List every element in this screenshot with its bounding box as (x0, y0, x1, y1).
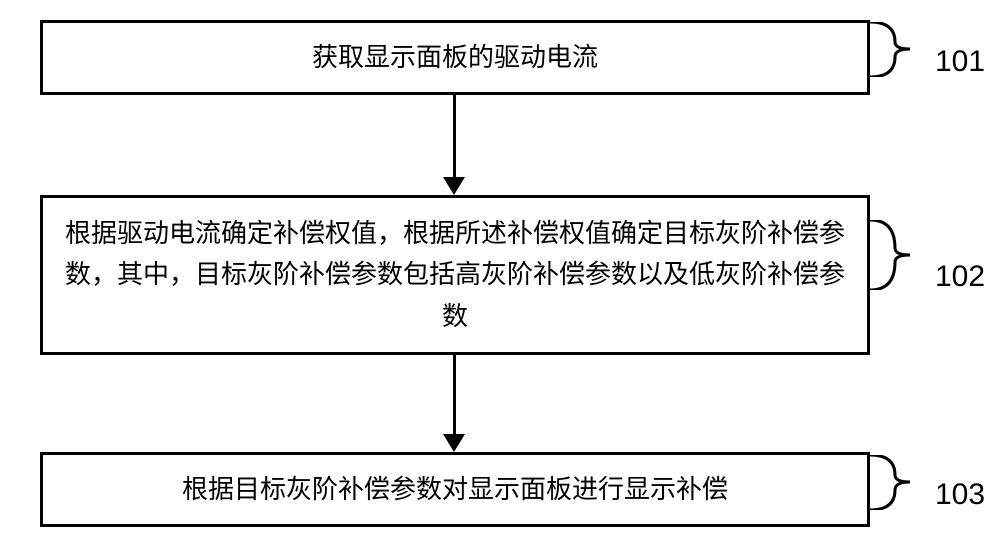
flow-label-2: 102 (935, 260, 985, 294)
flow-node-2-text: 根据驱动电流确定补偿权值，根据所述补偿权值确定目标灰阶补偿参数，其中，目标灰阶补… (63, 213, 847, 338)
arrow-1-head (443, 177, 465, 195)
bracket-1 (870, 22, 930, 77)
flow-node-3: 根据目标灰阶补偿参数对显示面板进行显示补偿 (40, 452, 870, 527)
flow-label-1: 101 (935, 45, 985, 79)
bracket-2 (870, 220, 930, 290)
arrow-2-line (453, 355, 456, 434)
arrow-1-line (453, 95, 456, 177)
flow-node-1: 获取显示面板的驱动电流 (40, 20, 870, 95)
flowchart-container: 获取显示面板的驱动电流 101 根据驱动电流确定补偿权值，根据所述补偿权值确定目… (0, 0, 1000, 543)
bracket-3 (870, 455, 930, 510)
flow-node-2: 根据驱动电流确定补偿权值，根据所述补偿权值确定目标灰阶补偿参数，其中，目标灰阶补… (40, 195, 870, 355)
flow-label-3: 103 (935, 478, 985, 512)
flow-node-1-text: 获取显示面板的驱动电流 (312, 37, 598, 79)
flow-node-3-text: 根据目标灰阶补偿参数对显示面板进行显示补偿 (182, 469, 728, 511)
arrow-2-head (443, 434, 465, 452)
